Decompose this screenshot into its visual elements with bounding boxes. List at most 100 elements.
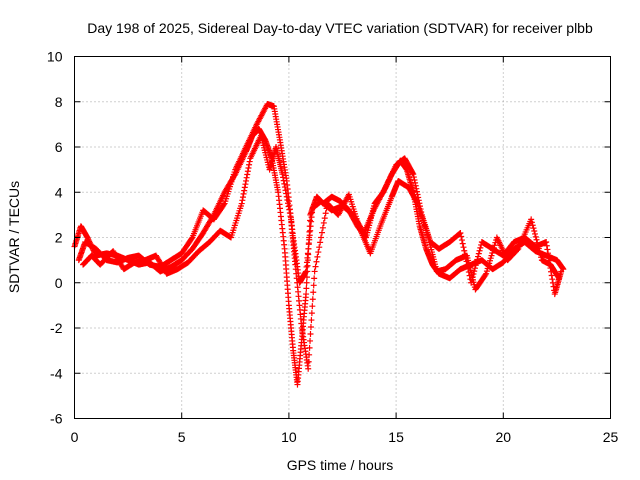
data-point xyxy=(549,279,556,286)
data-point xyxy=(243,174,250,181)
data-point xyxy=(530,225,537,232)
data-point xyxy=(306,344,313,351)
data-point xyxy=(314,253,321,260)
data-point xyxy=(246,158,253,165)
data-point xyxy=(280,177,287,184)
data-point xyxy=(286,206,293,213)
data-point xyxy=(528,216,535,223)
data-point xyxy=(241,184,248,191)
data-point xyxy=(303,285,310,292)
data-point xyxy=(280,174,287,181)
data-point xyxy=(311,268,318,275)
data-point xyxy=(313,258,320,265)
data-point xyxy=(321,215,328,222)
data-point xyxy=(555,274,562,281)
data-point xyxy=(310,282,317,289)
x-tick-label: 5 xyxy=(178,429,186,445)
data-point xyxy=(220,201,227,208)
data-point xyxy=(240,190,247,197)
data-point xyxy=(533,236,540,243)
y-tick-label: -4 xyxy=(50,365,63,381)
data-point xyxy=(548,272,555,279)
y-tick-label: 8 xyxy=(55,94,63,110)
data-point xyxy=(410,174,417,181)
data-point xyxy=(308,317,315,324)
data-point xyxy=(323,205,330,212)
data-point xyxy=(307,337,314,344)
data-point xyxy=(242,181,249,188)
data-point xyxy=(303,291,310,298)
data-point xyxy=(528,219,535,226)
data-point xyxy=(283,190,290,197)
data-point xyxy=(473,259,480,266)
data-point xyxy=(287,213,294,220)
data-point xyxy=(476,247,483,254)
data-point xyxy=(409,170,416,177)
data-point xyxy=(245,165,252,172)
data-point xyxy=(531,228,538,235)
data-point xyxy=(544,246,551,253)
data-point xyxy=(311,275,318,282)
data-point xyxy=(286,209,293,216)
x-tick-label: 15 xyxy=(388,429,404,445)
data-point xyxy=(305,365,312,372)
data-point xyxy=(543,239,550,246)
data-point xyxy=(309,303,316,310)
data-point xyxy=(461,247,468,254)
data-point xyxy=(322,210,329,217)
data-point xyxy=(474,256,481,263)
data-point xyxy=(281,184,288,191)
data-point xyxy=(545,253,552,260)
data-point xyxy=(532,233,539,240)
y-axis-label: SDTVAR / TECUs xyxy=(6,181,22,293)
data-point xyxy=(308,310,315,317)
chart-title: Day 198 of 2025, Sidereal Day-to-day VTE… xyxy=(87,20,593,36)
data-point xyxy=(412,179,419,186)
data-point xyxy=(304,262,311,269)
data-point xyxy=(312,263,319,270)
data-point xyxy=(307,330,314,337)
data-point xyxy=(410,171,417,178)
data-point xyxy=(457,229,464,236)
data-point xyxy=(413,199,420,206)
data-point xyxy=(535,242,542,249)
data-point xyxy=(318,229,325,236)
data-point xyxy=(306,351,313,358)
data-point xyxy=(549,276,556,283)
data-point xyxy=(238,200,245,207)
data-point xyxy=(320,219,327,226)
y-tick-label: 0 xyxy=(55,275,63,291)
data-point xyxy=(244,171,251,178)
data-point xyxy=(318,234,325,241)
tick-layer: 0 5 10 15 20 25 -6 -4 -2 0 2 4 6 8 10 xyxy=(47,49,619,446)
data-point xyxy=(413,185,420,192)
series-trace-c xyxy=(80,132,563,372)
data-point xyxy=(281,180,288,187)
data-point xyxy=(241,187,248,194)
data-point xyxy=(244,168,251,175)
data-point xyxy=(316,244,323,251)
data-point xyxy=(285,203,292,210)
data-point xyxy=(284,197,291,204)
x-tick-label: 0 xyxy=(71,429,79,445)
data-point xyxy=(475,250,482,257)
data-point xyxy=(534,239,541,246)
data-point xyxy=(460,244,467,251)
data-point xyxy=(188,235,195,242)
data-point xyxy=(239,197,246,204)
data-point xyxy=(239,194,246,201)
x-tick-label: 25 xyxy=(603,429,619,445)
data-point xyxy=(537,251,544,258)
data-point xyxy=(319,224,326,231)
data-point xyxy=(545,250,552,257)
data-point xyxy=(303,279,310,286)
data-point xyxy=(482,271,489,278)
data-point xyxy=(471,265,478,272)
y-tick-label: 10 xyxy=(47,49,63,65)
data-point xyxy=(246,161,253,168)
y-tick-label: -2 xyxy=(50,320,63,336)
data-point xyxy=(535,245,542,252)
data-point xyxy=(284,200,291,207)
x-axis-label: GPS time / hours xyxy=(287,457,394,473)
